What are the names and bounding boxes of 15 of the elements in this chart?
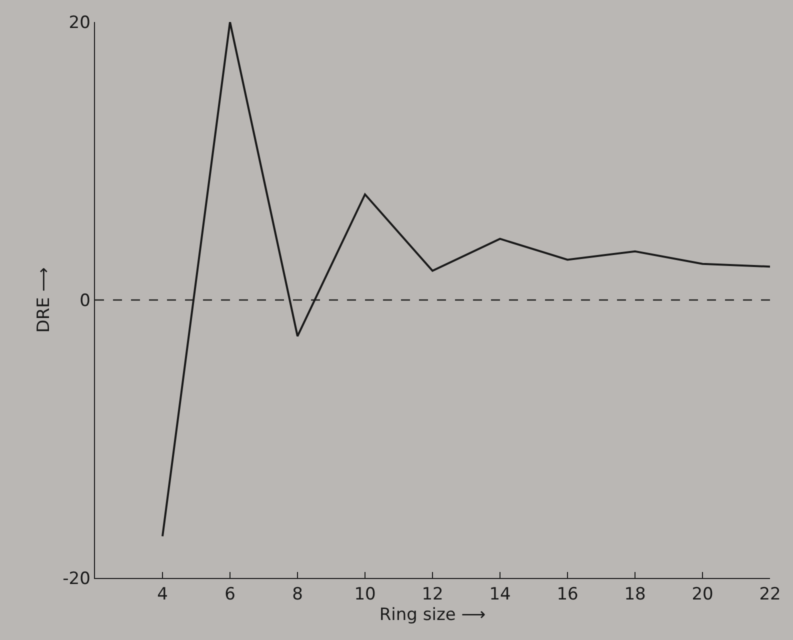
x-tick-label: 14 — [489, 584, 511, 605]
x-axis-title: Ring size ⟶ — [379, 604, 486, 625]
y-tick-label: 0 — [80, 290, 90, 311]
y-axis-title: DRE ⟶ — [34, 267, 54, 333]
x-tick-label: 12 — [422, 584, 444, 605]
x-tick-label: 4 — [157, 584, 168, 605]
y-tick-label: -20 — [62, 568, 90, 589]
x-tick-label: 20 — [692, 584, 714, 605]
x-tick-label: 18 — [624, 584, 646, 605]
x-tick-label: 10 — [354, 584, 376, 605]
x-tick-label: 16 — [556, 584, 578, 605]
x-tick-label: 8 — [292, 584, 303, 605]
x-tick-label: 6 — [224, 584, 236, 605]
x-tick-label: 22 — [759, 584, 781, 605]
y-tick-label: 20 — [68, 12, 90, 33]
